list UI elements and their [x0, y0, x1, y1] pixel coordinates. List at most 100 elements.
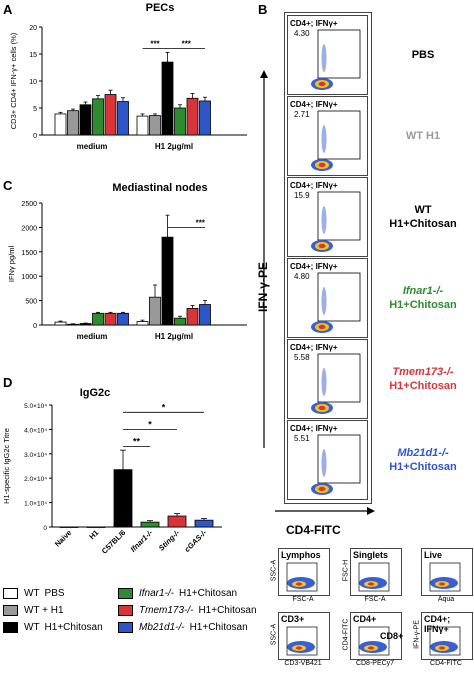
- bar: [79, 323, 92, 326]
- gating-title: Lymphos: [281, 550, 321, 560]
- category-label: H1: [87, 528, 100, 541]
- cell-density: [321, 44, 327, 72]
- cell-density: [318, 243, 326, 249]
- y-axis-arrow: [260, 70, 268, 448]
- group-label: medium: [77, 142, 108, 151]
- gating-y-label: CD4-FITC: [342, 618, 350, 651]
- cell-density: [318, 405, 326, 411]
- legend-text: Mb21d1-/-: [139, 622, 185, 633]
- flow-row-label: WT H1: [374, 129, 472, 143]
- legend-text: WT: [24, 588, 40, 599]
- gate-rect: [317, 434, 361, 484]
- y-tick-label: 1.0×10⁴: [24, 501, 47, 508]
- gating-plot: Live: [421, 548, 473, 596]
- significance-label: ***: [150, 40, 160, 49]
- bar: [136, 321, 149, 326]
- cell-density: [321, 125, 327, 153]
- gate-value: 2.71: [294, 110, 310, 119]
- y-tick-label: 1000: [21, 274, 37, 281]
- legend-text: WT: [24, 622, 40, 633]
- flow-row-label-line1: PBS: [411, 49, 435, 61]
- bar: [186, 97, 199, 136]
- gate-rect: [317, 353, 361, 403]
- bar: [104, 312, 117, 326]
- gate-label: CD4+; IFNγ+: [290, 19, 338, 28]
- legend-text: WT + H1: [24, 605, 64, 616]
- legend-text: H1+Chitosan: [44, 622, 103, 633]
- bar: [194, 519, 214, 528]
- y-tick-label: 0: [33, 133, 37, 140]
- y-axis-label: IFNγ pg/ml: [7, 246, 16, 283]
- gate-label: CD4+; IFNγ+: [290, 100, 338, 109]
- gate-rect: [429, 562, 461, 592]
- flow-row-label-line1: Tmem173-/-: [392, 366, 454, 378]
- bar: [161, 236, 174, 326]
- gating-title: Singlets: [353, 550, 389, 560]
- y-axis-label: CD3+ CD4+ IFN-γ+ cells (%): [9, 32, 18, 129]
- flow-plot: CD4+; IFNγ+ 5.58: [287, 339, 368, 419]
- legend-swatch: [3, 588, 18, 599]
- gating-scatter: [429, 562, 461, 592]
- flow-row-label-line2: H1+Chitosan: [389, 380, 457, 392]
- legend-text: Ifnar1-/-: [139, 588, 175, 599]
- legend-item: WT PBS: [3, 588, 70, 599]
- gating-x-label: CD4-FITC: [430, 660, 462, 667]
- flow-row-label-line1: WT H1: [405, 130, 441, 142]
- y-tick-label: 1500: [21, 250, 37, 257]
- significance-label: ***: [196, 218, 206, 227]
- bar: [186, 308, 199, 326]
- bar: [161, 61, 174, 136]
- gate-rect: [317, 191, 361, 241]
- gate-value: 5.58: [294, 353, 310, 362]
- flow-scatter: [311, 434, 361, 495]
- gating-x-label: CD8-PECy7: [355, 660, 395, 667]
- y-tick-label: 5: [33, 106, 37, 113]
- flow-row-label: Tmem173-/- H1+Chitosan: [374, 365, 472, 393]
- gate-rect: [286, 562, 318, 592]
- legend-text: H1+Chitosan: [198, 605, 257, 616]
- cell-density: [368, 582, 374, 586]
- cell-density: [439, 582, 445, 586]
- gating-scatter: [286, 626, 318, 656]
- legend-text: Tmem173-/-: [139, 605, 194, 616]
- y-tick-label: 3.0×10⁴: [24, 452, 47, 459]
- flow-ylabel: IFN-γ-PE: [256, 262, 270, 313]
- significance-label: *: [162, 402, 166, 412]
- legend-swatch: [3, 605, 18, 616]
- bar: [149, 296, 161, 326]
- gating-scatter: [358, 562, 390, 592]
- gating-x-label: CD3-VB421: [284, 660, 322, 667]
- bar: [79, 104, 92, 136]
- legend-text: H1+Chitosan: [189, 622, 248, 633]
- cell-density: [368, 646, 374, 650]
- bar: [117, 101, 129, 136]
- flow-plot: CD4+; IFNγ+ 15.9: [287, 177, 368, 257]
- gate-label: CD4+; IFNγ+: [290, 181, 338, 190]
- y-tick-label: 0: [33, 323, 37, 330]
- panel-letter-d: D: [3, 375, 13, 390]
- gate-rect: [358, 562, 390, 592]
- bar: [113, 469, 133, 528]
- gate-rect: [286, 626, 318, 656]
- gate-value: 5.51: [294, 434, 310, 443]
- flow-row-label-line1: Mb21d1-/-: [397, 447, 449, 459]
- bar: [199, 304, 211, 326]
- y-tick-label: 20: [29, 25, 37, 32]
- panel-letter-a: A: [3, 2, 13, 17]
- flow-scatter: [311, 191, 361, 252]
- gating-title: CD3+: [281, 614, 305, 624]
- gating-x-label: Aqua: [437, 596, 455, 603]
- bar: [149, 115, 161, 136]
- gating-y-label: IFN-γ-PE: [413, 620, 421, 649]
- chart-a: 0 5 10 15 20 CD3+ CD4+ IFN-γ+ cells (%) medium…: [9, 25, 247, 151]
- flow-scatter: [311, 272, 361, 333]
- y-tick-label: 5.0×10⁴: [24, 403, 47, 410]
- category-label: Sting-/-: [157, 528, 182, 553]
- legend-swatch: [118, 622, 133, 633]
- legend-swatch: [118, 588, 133, 599]
- bar: [167, 515, 187, 528]
- flow-row-label: PBS: [374, 48, 472, 62]
- bar: [67, 110, 79, 136]
- significance-label: ***: [182, 40, 192, 49]
- cell-density: [318, 324, 326, 330]
